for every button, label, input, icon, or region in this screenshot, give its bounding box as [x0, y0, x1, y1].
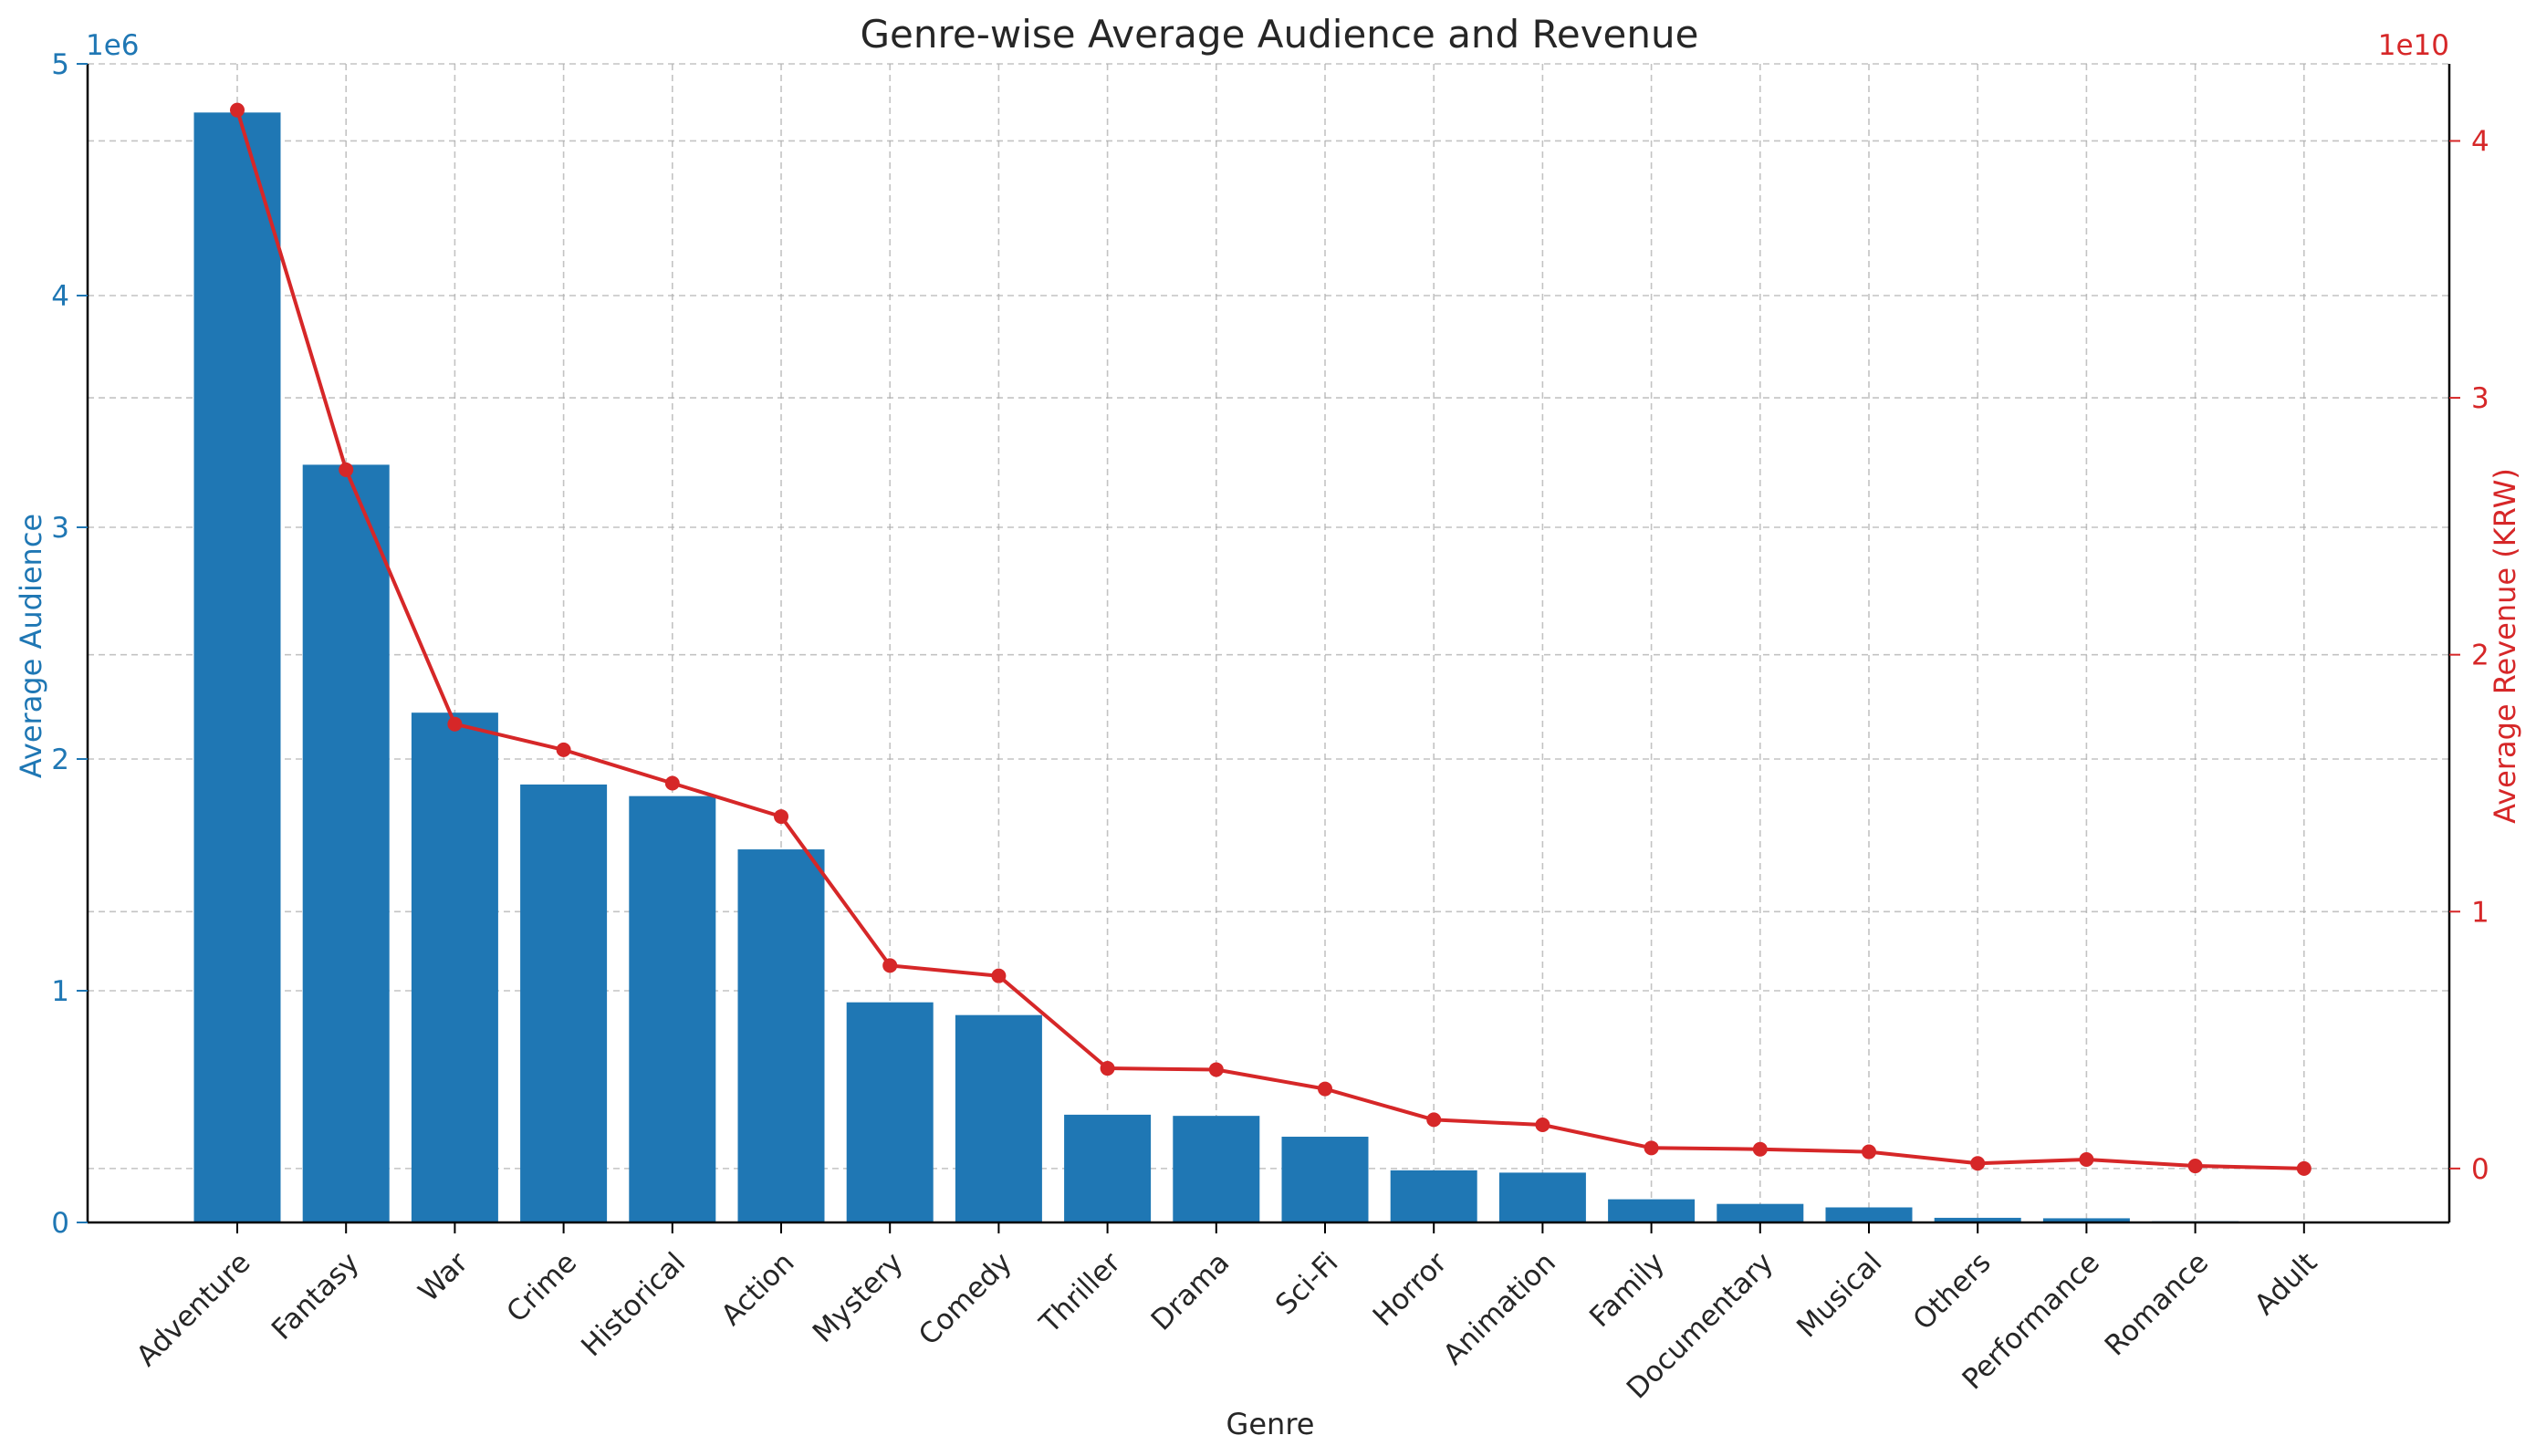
bar-performance — [2042, 1218, 2130, 1222]
point-performance — [2079, 1152, 2094, 1168]
bar-others — [1934, 1217, 2021, 1222]
y-left-tick-label: 0 — [51, 1207, 69, 1240]
x-tick-label: Comedy — [913, 1246, 1018, 1352]
x-tick-label: Thriller — [1033, 1246, 1127, 1340]
bar-documentary — [1717, 1203, 1804, 1222]
point-fantasy — [339, 462, 354, 477]
y-left-ticks: 0 1 2 3 4 5 — [51, 48, 88, 1240]
y-left-tick-label: 2 — [51, 744, 69, 776]
bar-horror — [1390, 1170, 1477, 1222]
y-right-tick-label: 4 — [2471, 125, 2489, 158]
point-crime — [556, 742, 571, 757]
y-left-axis-label: Average Audience — [14, 514, 48, 778]
bar-comedy — [955, 1014, 1042, 1222]
bar-animation — [1498, 1172, 1586, 1222]
x-tick-label: Adult — [2249, 1246, 2324, 1322]
y-left-tick-label: 1 — [51, 975, 69, 1008]
y-right-ticks: 0 1 2 3 4 — [2449, 125, 2489, 1186]
point-documentary — [1752, 1141, 1768, 1157]
x-tick-label: Animation — [1437, 1246, 1562, 1371]
point-horror — [1426, 1112, 1442, 1128]
x-tick-label: Mystery — [807, 1246, 910, 1349]
axes — [86, 64, 2451, 1224]
x-tick-label: Sci-Fi — [1269, 1246, 1345, 1322]
x-tick-label: Action — [715, 1246, 800, 1332]
chart-title: Genre-wise Average Audience and Revenue — [861, 12, 1699, 57]
x-tick-label: Romance — [2099, 1246, 2215, 1362]
point-adventure — [230, 102, 245, 118]
x-tick-label: Adventure — [130, 1246, 257, 1373]
point-romance — [2187, 1159, 2203, 1174]
point-drama — [1208, 1062, 1224, 1077]
point-family — [1644, 1140, 1659, 1156]
y-right-axis-label: Average Revenue (KRW) — [2488, 468, 2522, 824]
point-historical — [664, 775, 680, 791]
bar-sci-fi — [1281, 1137, 1369, 1222]
x-axis-label: Genre — [1226, 1407, 1315, 1441]
point-musical — [1862, 1144, 1876, 1160]
point-animation — [1535, 1117, 1550, 1132]
y-right-tick-label: 0 — [2471, 1153, 2489, 1186]
x-tick-label: Musical — [1790, 1246, 1888, 1344]
bar-fantasy — [302, 464, 390, 1222]
x-tick-label: Drama — [1145, 1246, 1237, 1337]
y-right-tick-label: 1 — [2471, 896, 2489, 929]
y-left-tick-label: 4 — [51, 280, 69, 313]
y-left-multiplier: 1e6 — [86, 29, 140, 62]
x-tick-label: Horror — [1367, 1246, 1454, 1333]
point-war — [447, 716, 463, 732]
y-right-multiplier: 1e10 — [2378, 29, 2449, 62]
bar-crime — [520, 784, 608, 1222]
y-right-tick-label: 2 — [2471, 640, 2489, 672]
y-left-tick-label: 3 — [51, 512, 69, 545]
x-tick-label: War — [412, 1246, 475, 1308]
y-right-tick-label: 3 — [2471, 382, 2489, 415]
x-tick-label: Fantasy — [266, 1246, 366, 1347]
y-left-tick-label: 5 — [51, 48, 69, 81]
x-tick-label: Crime — [500, 1246, 583, 1329]
point-thriller — [1100, 1061, 1115, 1076]
point-sci-fi — [1318, 1081, 1332, 1097]
bar-historical — [629, 796, 716, 1222]
bar-musical — [1825, 1207, 1913, 1222]
point-comedy — [991, 968, 1007, 983]
bar-drama — [1173, 1116, 1260, 1222]
bar-mystery — [846, 1002, 934, 1222]
point-action — [774, 809, 788, 825]
x-tick-label: Others — [1907, 1246, 1998, 1336]
revenue-line — [235, 109, 2304, 1170]
bar-war — [411, 712, 498, 1222]
line-series — [230, 102, 2312, 1176]
point-others — [1970, 1156, 1986, 1171]
bar-series — [193, 112, 2348, 1223]
x-tick-label: Family — [1583, 1246, 1671, 1334]
point-mystery — [882, 958, 898, 973]
point-adult — [2296, 1160, 2312, 1176]
bar-action — [737, 849, 825, 1222]
bar-adventure — [193, 112, 281, 1223]
bar-thriller — [1064, 1114, 1152, 1222]
x-tick-label: Historical — [575, 1246, 692, 1363]
bar-family — [1608, 1199, 1696, 1222]
